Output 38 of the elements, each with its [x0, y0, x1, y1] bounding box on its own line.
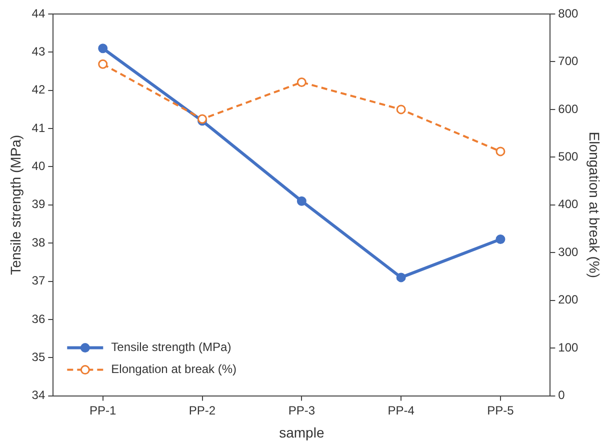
y-axis-title: Tensile strength (MPa): [7, 134, 24, 275]
point: [396, 272, 406, 282]
point: [98, 59, 108, 69]
y-tick-label: 44: [32, 6, 46, 20]
y2-tick-label: 400: [558, 197, 579, 212]
y-tick-label: 37: [32, 274, 46, 288]
point: [98, 44, 108, 54]
y-tick-label: 43: [32, 44, 46, 58]
y2-tick-label: 300: [558, 244, 579, 259]
x-tick-label: PP-3: [288, 403, 316, 418]
y2-tick-label: 200: [558, 292, 579, 307]
y-tick-label: 38: [32, 235, 46, 250]
y2-axis-title: Elongation at break (%): [586, 132, 603, 278]
x-tick-label: PP-5: [487, 403, 514, 418]
legend-label: Elongation at break (%): [111, 362, 237, 376]
x-axis-title: sample: [279, 424, 324, 440]
point: [296, 77, 306, 87]
y2-tick-label: 500: [558, 149, 579, 164]
y-tick-label: 39: [32, 197, 46, 212]
x-tick-label: PP-2: [188, 403, 216, 418]
y-tick-label: 42: [32, 82, 46, 97]
x-tick-label: PP-4: [388, 403, 415, 418]
y2-tick-label: 700: [558, 54, 579, 68]
y2-tick-label: 800: [558, 6, 579, 20]
point: [496, 146, 506, 156]
point: [496, 234, 506, 244]
y2-tick-label: 0: [558, 388, 566, 402]
y-tick-label: 34: [32, 388, 46, 402]
x-tick-label: PP-1: [90, 403, 117, 418]
y-tick-label: 40: [32, 159, 46, 174]
point: [296, 196, 306, 206]
y-tick-label: 36: [32, 312, 46, 326]
y2-tick-label: 600: [558, 102, 579, 116]
y-tick-label: 41: [32, 120, 46, 135]
y-tick-label: 35: [32, 350, 46, 364]
point: [396, 104, 406, 114]
legend-label: Tensile strength (MPa): [111, 340, 232, 354]
y2-tick-label: 100: [558, 340, 579, 354]
